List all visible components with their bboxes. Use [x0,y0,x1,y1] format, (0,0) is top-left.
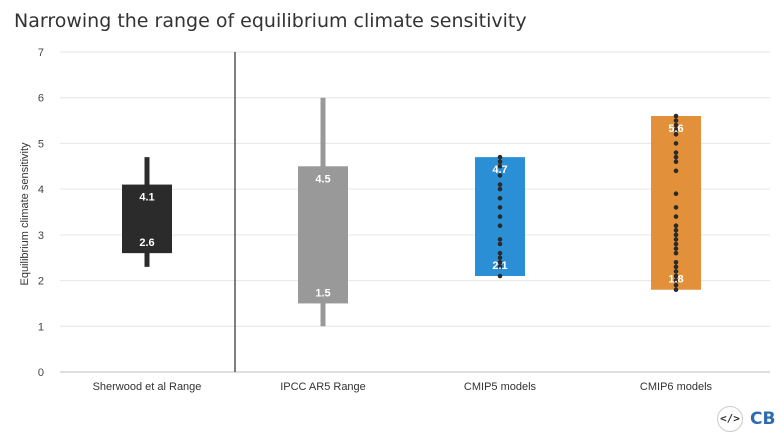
model-dot [497,264,503,270]
model-dot [497,163,503,169]
embed-icon[interactable]: </> [717,406,743,432]
model-dot [497,259,503,265]
model-dot [673,264,679,270]
model-dot [497,255,503,261]
model-dot [673,168,679,174]
box-low-label: 1.8 [668,274,683,286]
box-high-label: 4.5 [315,173,330,185]
model-dot [673,223,679,229]
model-dot [673,237,679,242]
model-dot [673,154,679,160]
y-tick-label: 3 [38,230,44,242]
box-high-label: 4.7 [492,164,507,176]
model-dot [497,205,503,210]
model-dot [497,195,503,201]
box-low-label: 2.1 [492,260,507,272]
model-dot [673,250,679,256]
y-axis-label: Equilibrium climate sensitivity [19,142,31,286]
model-dot [673,259,679,265]
category-label: IPCC AR5 Range [280,381,366,393]
y-tick-label: 7 [38,47,44,59]
range-box [122,184,172,254]
model-dot [497,250,503,256]
model-dot [673,287,679,293]
model-dot [673,159,679,165]
model-dot [497,154,503,160]
y-tick-label: 5 [38,138,44,150]
model-dot [673,282,679,288]
box-high-label: 4.1 [139,192,154,204]
chart-title: Narrowing the range of equilibrium clima… [14,10,527,32]
model-dot [673,127,679,133]
model-dot [673,141,679,146]
box-low-label: 2.6 [139,237,154,249]
model-dot [673,273,679,279]
model-dot [673,150,679,155]
model-dot [497,214,503,219]
model-dot [673,278,679,283]
model-dot [673,269,679,274]
model-dot [673,232,679,238]
model-dot [497,223,503,229]
y-tick-label: 6 [38,93,44,105]
model-dot [673,205,679,210]
model-dot [497,173,503,178]
box-high-label: 5.6 [668,123,683,135]
model-dot [673,191,679,197]
model-dot [673,118,679,123]
box-low-label: 1.5 [315,287,330,299]
model-dot [497,159,503,165]
carbon-brief-logo: CB [750,409,776,429]
range-box [298,166,348,304]
category-label: CMIP5 models [464,381,537,393]
model-dot [497,182,503,187]
model-dot [497,237,503,242]
model-dot [673,214,679,219]
y-tick-label: 1 [38,321,44,333]
category-label: Sherwood et al Range [93,381,202,393]
model-dot [673,246,679,251]
model-dot [497,186,503,192]
y-tick-label: 2 [38,276,44,288]
model-dot [673,227,679,233]
model-dot [673,131,679,137]
category-label: CMIP6 models [640,381,713,393]
model-dot [673,122,679,128]
model-dot [497,241,503,247]
model-dot [497,273,503,279]
y-tick-label: 4 [38,184,44,196]
model-dot [673,113,679,119]
model-dot [673,241,679,247]
y-tick-label: 0 [38,367,44,379]
